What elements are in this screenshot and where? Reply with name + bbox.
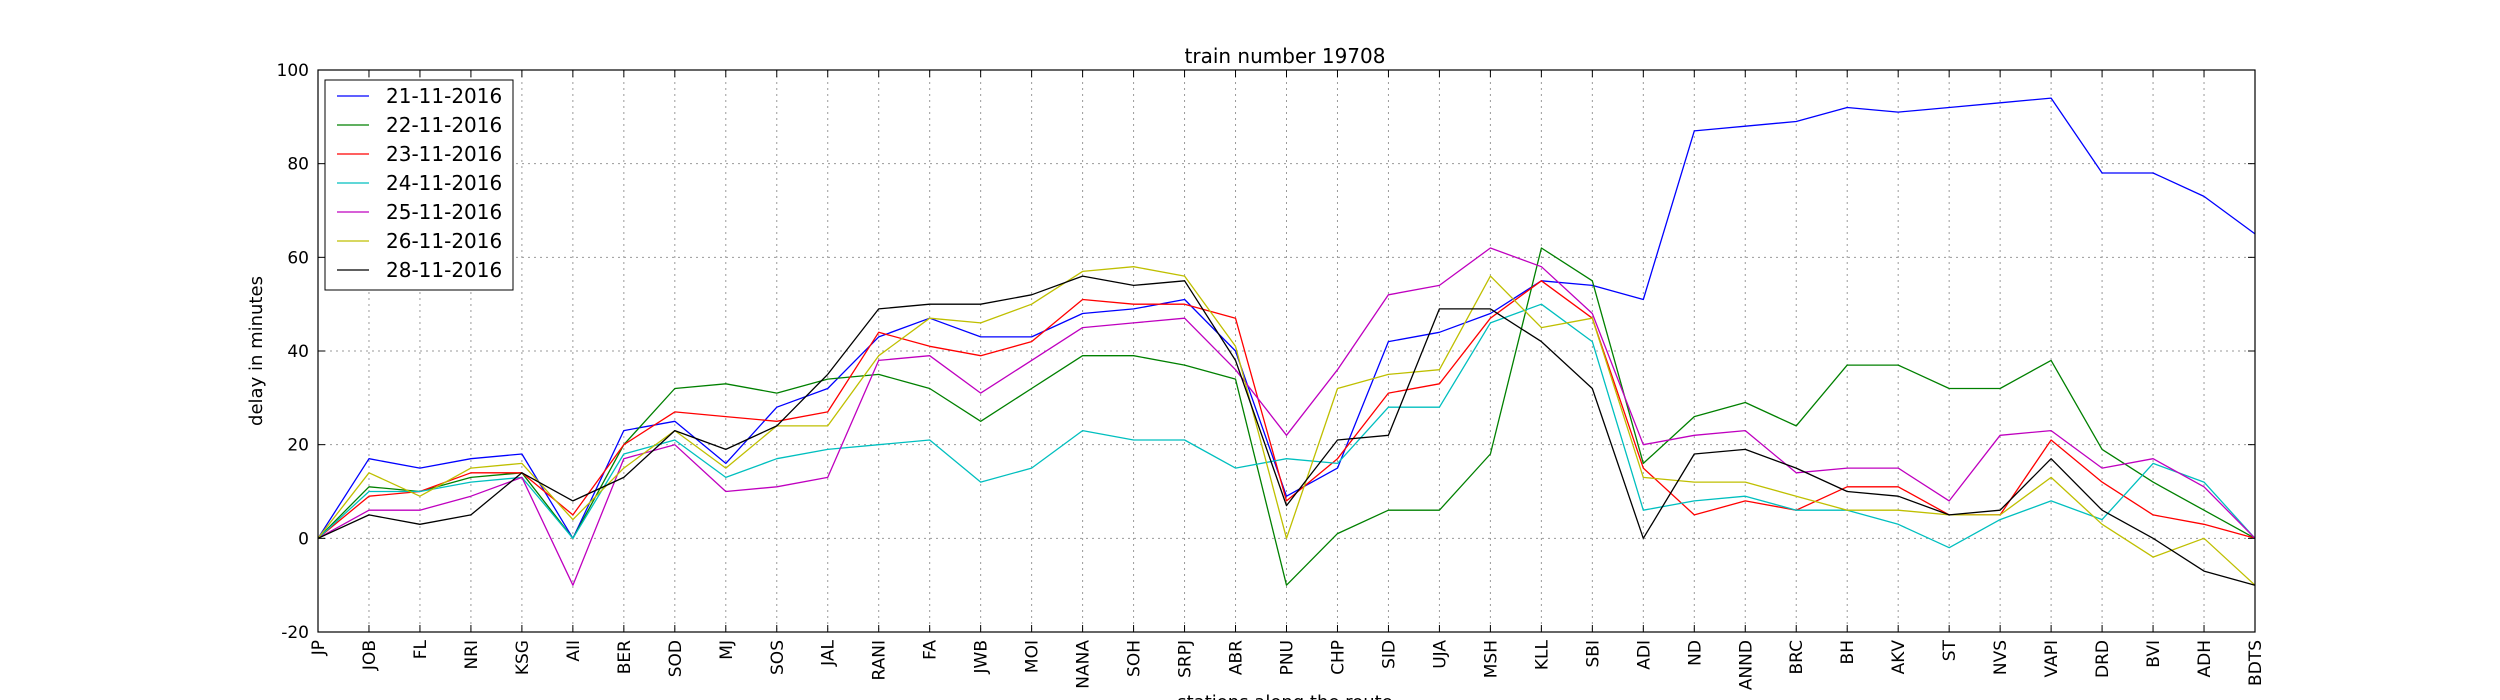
x-tick-label: KSG [513,640,533,675]
x-tick-label: ABR [1227,640,1247,675]
legend-label: 25-11-2016 [386,200,502,224]
x-tick-label: FL [411,639,431,659]
x-tick-label: BH [1838,640,1858,664]
legend-label: 21-11-2016 [386,84,502,108]
x-tick-label: MSH [1481,640,1501,678]
x-tick-label: KLL [1532,639,1552,670]
chart-title: train number 19708 [1185,44,1386,68]
y-axis-label: delay in minutes [246,276,267,426]
x-tick-label: SOD [666,640,686,677]
x-tick-label: UJA [1430,640,1450,669]
x-tick-label: SID [1379,640,1399,669]
legend-label: 22-11-2016 [386,113,502,137]
x-tick-label: SBI [1583,640,1603,667]
series-line-22-11-2016 [317,247,2256,586]
x-tick-label: AII [564,640,584,662]
x-tick-label: SOS [768,640,788,675]
series-line-21-11-2016 [317,97,2256,539]
x-tick-label: ND [1685,640,1705,666]
x-tick-label: VAPI [2042,640,2062,677]
x-tick-label: JAL [819,639,839,666]
y-tick-label: 60 [287,248,309,268]
x-tick-label: ADH [2195,640,2215,678]
x-tick-label: RANI [870,640,890,680]
x-tick-label: NVS [1991,640,2011,675]
x-tick-label: BVI [2144,640,2164,668]
x-tick-label: PNU [1278,640,1298,675]
series-layer [317,97,2256,586]
x-tick-label: SOH [1125,640,1145,677]
y-tick-label: 40 [287,342,309,362]
x-tick-label: ADI [1634,640,1654,670]
x-tick-label: CHP [1328,640,1348,675]
series-line-23-11-2016 [317,280,2256,539]
series-line-28-11-2016 [317,275,2256,586]
legend-label: 28-11-2016 [386,258,502,282]
x-tick-label: JWB [972,640,992,675]
y-tick-label: 20 [287,436,309,456]
legend-label: 23-11-2016 [386,142,502,166]
legend-box [324,79,514,291]
legend-label: 24-11-2016 [386,171,502,195]
legend-items: 21-11-2016 22-11-2016 23-11-2016 24-11-2016… [337,84,502,282]
y-tick-label: 100 [277,61,309,81]
series-line-26-11-2016 [317,266,2256,586]
y-tick-label: -20 [281,623,309,643]
x-tick-label: SRPJ [1176,640,1196,678]
y-tick-label: 80 [287,155,309,175]
legend-label: 26-11-2016 [386,229,502,253]
x-tick-label: FA [921,640,941,660]
x-tick-label: JP [309,640,329,656]
x-tick-label: NANA [1074,640,1094,689]
x-tick-label: BER [615,640,635,674]
x-axis-ticks: JP JOB FL NRI KSG AII BER SOD MJ SOS JAL RANI FA JWB M… [309,70,2266,690]
x-tick-label: NRI [462,640,482,670]
x-tick-label: JOB [360,640,380,671]
x-tick-label: BRC [1787,640,1807,675]
x-tick-label: BDTS [2246,640,2266,686]
legend: 21-11-2016 22-11-2016 23-11-2016 24-11-2016… [324,79,514,291]
x-axis-label: stations along the route [1177,692,1392,700]
x-tick-label: ST [1940,639,1960,661]
series-line-25-11-2016 [317,247,2256,586]
x-tick-label: ANND [1736,640,1756,690]
x-tick-label: MOI [1023,640,1043,673]
y-tick-label: 0 [298,529,309,549]
x-tick-label: DRD [2093,640,2113,678]
x-tick-label: AKV [1889,640,1909,675]
grid-layer [317,69,2256,633]
y-axis-ticks: -20 0 20 40 60 80 100 [277,61,2255,643]
series-line-24-11-2016 [317,303,2256,549]
x-tick-label: MJ [717,640,737,660]
